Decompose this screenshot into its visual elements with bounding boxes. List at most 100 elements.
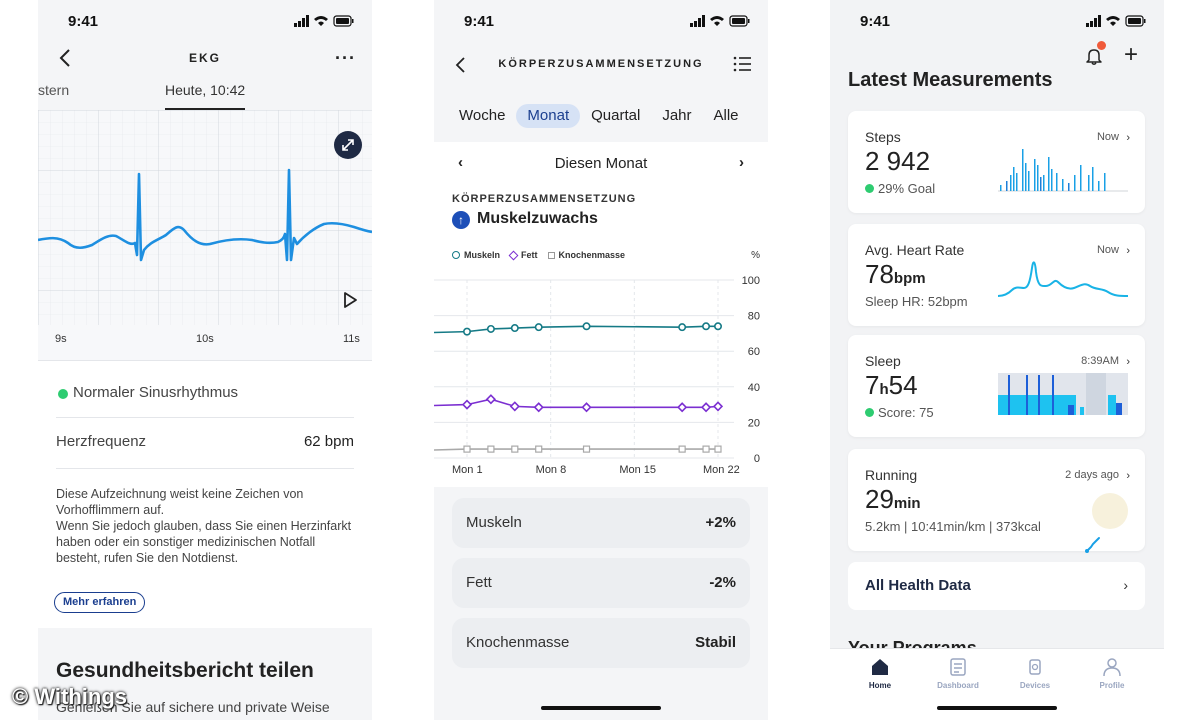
heart-rate-card[interactable]: Avg. Heart Rate Now › 78bpm Sleep HR: 52…: [848, 224, 1145, 326]
route-map-icon: [1085, 493, 1128, 553]
status-bar: 9:41: [434, 0, 768, 40]
next-month-button[interactable]: ›: [739, 154, 744, 171]
tab-month[interactable]: Monat: [516, 104, 581, 128]
hours-unit: h: [879, 381, 889, 398]
divider: [56, 417, 354, 418]
watch-icon: [1029, 659, 1041, 675]
ecg-graph: [38, 110, 372, 360]
steps-card[interactable]: Steps Now › 2 942 29% Goal: [848, 111, 1145, 213]
stat-value: Stabil: [695, 634, 736, 651]
data-point-muskeln: [702, 322, 711, 331]
data-point-muskeln: [582, 322, 591, 331]
back-arrow-icon[interactable]: [56, 48, 76, 68]
stat-row-fett[interactable]: Fett -2%: [452, 558, 750, 608]
sleep-minutes: 54: [888, 370, 918, 400]
chart-card: [434, 142, 768, 487]
steps-goal: 29% Goal: [865, 181, 935, 196]
y-tick-label: 100: [742, 275, 760, 287]
tab-all[interactable]: Alle: [713, 107, 739, 124]
expand-icon[interactable]: [334, 131, 362, 159]
data-point-knochenmasse: [463, 445, 471, 453]
y-axis-unit: %: [751, 250, 760, 261]
legend-item-fett: Fett: [508, 250, 538, 260]
trend-headline: Muskelzuwachs: [477, 210, 598, 227]
tab-profile[interactable]: Profile: [1077, 657, 1147, 690]
learn-more-button[interactable]: Mehr erfahren: [54, 592, 146, 613]
goal-text: 29% Goal: [878, 181, 936, 196]
data-point-muskeln: [486, 324, 495, 333]
x-tick-label: Mon 22: [703, 464, 740, 476]
data-point-fett: [581, 402, 592, 413]
running-unit: min: [893, 495, 921, 512]
description-paragraph: Diese Aufzeichnung weist keine Zeichen v…: [56, 487, 304, 517]
x-tick-label: Mon 15: [619, 464, 656, 476]
circle-marker-icon: [452, 251, 460, 259]
tab-previous-recording[interactable]: stern: [38, 82, 70, 98]
chevron-right-icon: ›: [1126, 132, 1130, 144]
status-bar: 9:41: [830, 0, 1164, 40]
more-options-icon[interactable]: ···: [335, 48, 356, 68]
data-point-knochenmasse: [487, 445, 495, 453]
tab-label: Devices: [1019, 681, 1051, 690]
card-label: Sleep: [865, 353, 901, 369]
legend-item-knochenmasse: Knochenmasse: [547, 250, 625, 260]
data-point-muskeln: [510, 324, 519, 333]
sleep-card[interactable]: Sleep 8:39AM › 7h54 Score: 75: [848, 335, 1145, 437]
y-tick-label: 20: [748, 417, 760, 429]
previous-month-button[interactable]: ‹: [458, 154, 463, 171]
score-text: Score: 75: [878, 405, 934, 420]
period-tabs: Woche Monat Quartal Jahr Alle: [448, 104, 762, 128]
list-icon[interactable]: [732, 54, 752, 74]
arrow-up-icon: ↑: [452, 211, 470, 229]
steps-value: 2 942: [865, 146, 931, 176]
back-arrow-icon[interactable]: [452, 55, 472, 75]
tab-label: Dashboard: [937, 681, 979, 690]
tab-week[interactable]: Woche: [459, 107, 506, 124]
data-point-knochenmasse: [582, 445, 591, 453]
ecg-waveform: [38, 110, 372, 325]
stat-value: +2%: [705, 514, 736, 531]
tab-home[interactable]: Home: [845, 657, 915, 690]
play-icon[interactable]: [340, 290, 360, 310]
running-card[interactable]: Running 2 days ago › 29min 5.2km | 10:41…: [848, 449, 1145, 553]
home-dashboard-screen: 9:41 + Latest Measurements Steps Now › 2…: [830, 0, 1164, 720]
tab-label: Profile: [1099, 681, 1125, 690]
add-icon[interactable]: +: [1124, 41, 1139, 68]
bell-icon[interactable]: [1084, 46, 1104, 66]
data-point-knochenmasse: [678, 445, 686, 453]
share-section: [38, 628, 372, 720]
card-timestamp: 8:39AM: [1081, 355, 1119, 367]
dashboard-icon: [950, 658, 966, 676]
stat-row-knochenmasse[interactable]: Knochenmasse Stabil: [452, 618, 750, 668]
page-title: EKG: [188, 51, 221, 65]
tab-quarter[interactable]: Quartal: [591, 107, 641, 124]
stat-name: Muskeln: [466, 514, 522, 531]
x-tick-label: Mon 1: [452, 464, 483, 476]
divider: [38, 360, 372, 361]
all-health-data-button[interactable]: All Health Data ›: [848, 562, 1145, 610]
watermark-text: © Withings: [12, 684, 127, 709]
status-time: 9:41: [68, 13, 99, 30]
heart-rate-value: 78bpm: [865, 259, 926, 290]
status-dot: [865, 408, 874, 417]
body-composition-chart: 100 80 60 40 20 0 Mon 1 Mon 8 Mon 15 Mon 22: [434, 275, 760, 476]
series-line-knochenmasse: [434, 448, 718, 451]
tab-year[interactable]: Jahr: [662, 107, 692, 124]
tab-dashboard[interactable]: Dashboard: [923, 657, 993, 690]
data-point-muskeln: [678, 323, 687, 332]
data-point-fett: [485, 394, 496, 405]
tab-devices[interactable]: Devices: [1000, 657, 1070, 690]
chart-legend: Muskeln Fett Knochenmasse: [452, 250, 625, 260]
stat-name: Knochenmasse: [466, 634, 570, 651]
tab-current-recording[interactable]: Heute, 10:42: [165, 82, 246, 98]
chevron-right-icon: ›: [1123, 577, 1128, 593]
steps-bar-chart: [998, 149, 1128, 192]
heart-rate-number: 78: [865, 259, 894, 289]
data-point-fett: [461, 399, 473, 410]
stat-row-muskeln[interactable]: Muskeln +2%: [452, 498, 750, 548]
all-health-data-label: All Health Data: [865, 577, 971, 594]
body-composition-screen: 9:41 KÖRPERZUSAMMENSETZUNG Woche Monat Q…: [434, 0, 768, 720]
data-point-fett: [712, 401, 724, 412]
rhythm-result: Normaler Sinusrhythmus: [73, 384, 239, 401]
data-point-muskeln: [462, 327, 471, 336]
